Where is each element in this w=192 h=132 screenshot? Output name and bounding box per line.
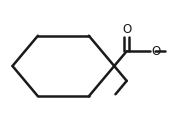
Text: O: O xyxy=(122,23,131,36)
Text: O: O xyxy=(151,45,161,58)
